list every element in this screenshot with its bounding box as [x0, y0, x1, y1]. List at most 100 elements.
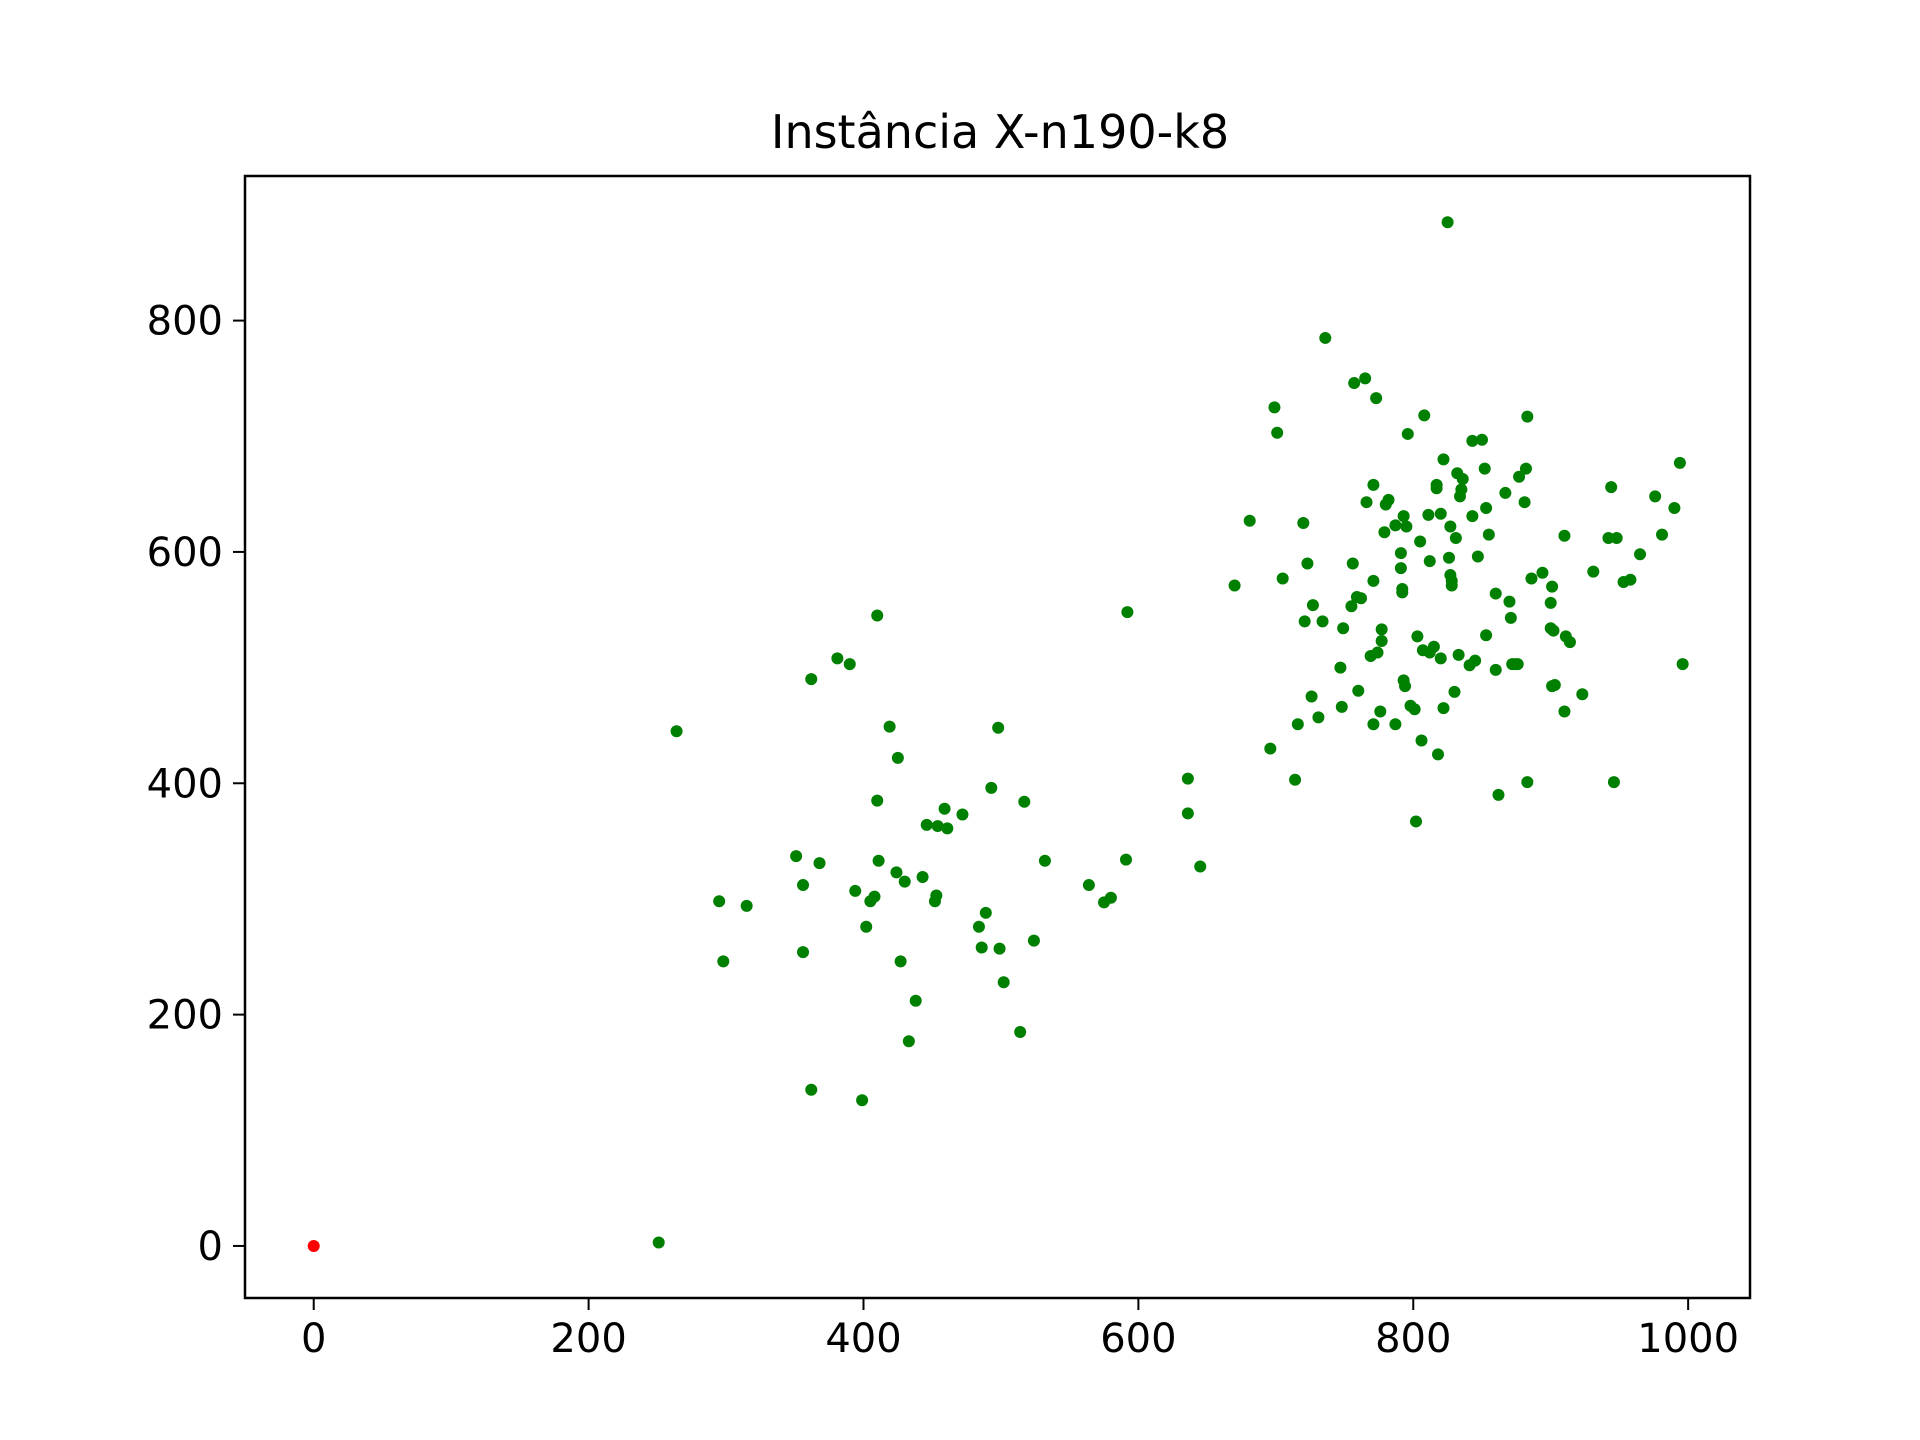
customer-point — [1415, 734, 1428, 747]
customer-point — [1367, 478, 1380, 491]
customer-point — [1243, 514, 1256, 527]
data-points — [307, 216, 1689, 1252]
customer-point — [868, 890, 881, 903]
customer-point — [1676, 658, 1689, 671]
customer-point — [1504, 611, 1517, 624]
customer-point — [1181, 772, 1194, 785]
customer-point — [1441, 216, 1454, 229]
customer-point — [856, 1094, 869, 1107]
customer-point — [1018, 795, 1031, 808]
customer-point — [1478, 462, 1491, 475]
customer-point — [1389, 718, 1402, 731]
y-tick-label: 0 — [198, 1224, 223, 1270]
customer-point — [1027, 934, 1040, 947]
customer-point — [797, 946, 810, 959]
customer-point — [1375, 623, 1388, 636]
customer-point — [941, 822, 954, 835]
customer-point — [1668, 501, 1681, 514]
customer-point — [860, 920, 873, 933]
y-tick-label: 800 — [147, 299, 223, 345]
customer-point — [849, 884, 862, 897]
x-tick-label: 200 — [550, 1316, 626, 1362]
customer-point — [930, 889, 943, 902]
customer-point — [1437, 453, 1450, 466]
customer-point — [1264, 742, 1277, 755]
customer-point — [1521, 410, 1534, 423]
customer-point — [1456, 473, 1469, 486]
customer-point — [1297, 517, 1310, 530]
customer-point — [1305, 690, 1318, 703]
customer-point — [931, 820, 944, 833]
customer-point — [1375, 634, 1388, 647]
customer-point — [1276, 572, 1289, 585]
customer-point — [1519, 462, 1532, 475]
customer-point — [1423, 555, 1436, 568]
customer-point — [1607, 776, 1620, 789]
customer-point — [1452, 648, 1465, 661]
customer-point — [993, 942, 1006, 955]
customer-point — [1482, 528, 1495, 541]
customer-point — [1587, 565, 1600, 578]
customer-point — [1513, 470, 1526, 483]
customer-point — [831, 652, 844, 665]
customer-point — [1445, 579, 1458, 592]
customer-point — [1394, 562, 1407, 575]
customer-point — [1346, 557, 1359, 570]
customer-point — [1525, 572, 1538, 585]
customer-point — [1306, 599, 1319, 612]
customer-point — [790, 850, 803, 863]
customer-point — [1367, 718, 1380, 731]
customer-point — [1389, 519, 1402, 532]
customer-point — [1471, 550, 1484, 563]
customer-point — [805, 673, 818, 686]
customer-point — [1335, 700, 1348, 713]
customer-point — [1455, 483, 1468, 496]
customer-point — [1319, 331, 1332, 344]
customer-point — [1449, 532, 1462, 545]
customer-point — [1418, 409, 1431, 422]
customer-point — [1503, 595, 1516, 608]
customer-point — [1443, 551, 1455, 564]
customer-point — [979, 906, 992, 919]
customer-point — [1480, 629, 1493, 642]
customer-point — [1394, 547, 1407, 560]
customer-point — [1348, 377, 1361, 390]
customer-point — [1400, 520, 1413, 533]
customer-point — [1082, 879, 1095, 892]
customer-point — [1360, 496, 1373, 509]
y-tick-label: 200 — [147, 993, 223, 1039]
customer-point — [1382, 493, 1395, 506]
customer-point — [1396, 586, 1409, 599]
customer-point — [1499, 486, 1512, 499]
customer-point — [1371, 646, 1384, 659]
customer-point — [1489, 587, 1502, 600]
customer-point — [1610, 532, 1623, 545]
customer-point — [1576, 688, 1589, 701]
customer-point — [1121, 606, 1134, 619]
customer-point — [1337, 622, 1350, 635]
customer-point — [1518, 496, 1531, 509]
customer-point — [1352, 684, 1365, 697]
x-tick-label: 1000 — [1637, 1316, 1739, 1362]
x-tick-label: 800 — [1375, 1316, 1451, 1362]
customer-point — [992, 721, 1005, 734]
customer-point — [1399, 680, 1412, 693]
customer-point — [1370, 392, 1383, 405]
customer-point — [1355, 592, 1368, 605]
customer-point — [1408, 703, 1421, 716]
customer-point — [956, 808, 969, 821]
customer-point — [1411, 630, 1424, 643]
customer-point — [909, 994, 922, 1007]
customer-point — [1605, 481, 1618, 494]
customer-point — [1489, 663, 1502, 676]
customer-point — [938, 802, 951, 815]
customer-point — [1649, 490, 1662, 503]
customer-point — [1194, 860, 1207, 873]
customer-point — [1624, 573, 1637, 586]
customer-point — [997, 976, 1010, 989]
customer-point — [1316, 615, 1329, 628]
customer-point — [1374, 705, 1387, 718]
y-axis-ticks: 0 200 400 600 800 — [147, 299, 245, 1270]
